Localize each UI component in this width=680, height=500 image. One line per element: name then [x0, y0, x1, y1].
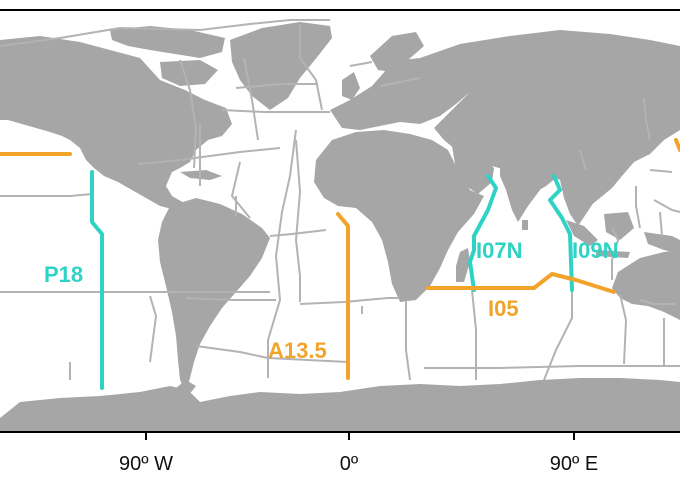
land-indochina	[560, 180, 594, 226]
land-europe	[330, 58, 470, 130]
land-india	[500, 160, 548, 222]
x-tick-label-0: 0º	[340, 453, 359, 475]
grid-line	[405, 300, 411, 381]
land-scandinavia	[370, 32, 424, 72]
grid-line	[635, 186, 641, 229]
land-borneo	[604, 212, 634, 240]
land-japan	[648, 96, 672, 134]
land-madagascar	[456, 248, 470, 282]
grid-line	[235, 83, 318, 89]
grid-line	[611, 227, 619, 280]
grid-line	[243, 57, 259, 141]
x-tick-label-90w: 90º W	[119, 453, 173, 475]
grid-line	[0, 193, 93, 197]
grid-line	[185, 297, 276, 301]
grid-line	[639, 299, 676, 305]
section-label-i05: I05	[488, 296, 519, 321]
grid-line	[619, 293, 627, 365]
grid-line	[379, 77, 421, 87]
grid-line	[424, 365, 680, 369]
section-label-i09n: I09N	[572, 238, 618, 263]
section-label-p18: P18	[44, 262, 83, 287]
land-sumatra	[566, 220, 598, 246]
section-line-p18	[90, 170, 104, 390]
land-british-isles	[342, 72, 360, 100]
grid-line	[349, 61, 373, 67]
land-arctic-islands-2	[160, 60, 218, 86]
grid-line	[579, 149, 587, 171]
grid-line	[179, 59, 197, 169]
grid-line	[649, 169, 673, 173]
section-label-i07n: I07N	[476, 238, 522, 263]
land-south-america	[158, 198, 270, 392]
land-arctic-islands	[110, 26, 225, 58]
land-group	[0, 22, 680, 432]
land-antarctica	[0, 378, 680, 432]
section-line-i09n	[548, 174, 574, 292]
land-greenland	[230, 22, 332, 110]
grid-line	[299, 24, 323, 111]
grid-line	[295, 139, 301, 302]
land-north-america	[0, 36, 232, 210]
survey-grid	[0, 19, 680, 381]
land-arabia	[452, 146, 494, 194]
land-antarctic-peninsula	[176, 380, 196, 396]
grid-line	[659, 211, 663, 237]
grid-line	[137, 147, 281, 165]
grid-line	[471, 289, 477, 380]
grid-line	[231, 161, 251, 219]
grid-line	[269, 229, 327, 237]
grid-line	[0, 23, 251, 47]
section-line-i05	[426, 272, 616, 294]
grid-line	[149, 295, 157, 363]
grid-line	[221, 109, 330, 113]
grid-line	[643, 97, 651, 141]
land-new-guinea	[644, 232, 680, 254]
land-africa	[314, 130, 484, 302]
sections-group	[0, 138, 680, 390]
grid-line	[267, 129, 297, 378]
section-line-japan-orange	[674, 138, 680, 152]
land-australia	[612, 250, 680, 320]
x-axis-ticks	[145, 432, 575, 440]
grid-line	[249, 19, 330, 25]
grid-line	[653, 199, 680, 213]
grid-line	[195, 345, 349, 363]
land-alaska	[0, 48, 30, 78]
grid-line	[543, 292, 573, 381]
land-sri-lanka	[522, 220, 528, 230]
section-line-a13-5	[336, 212, 350, 380]
map-frame	[0, 9, 680, 433]
section-label-a13-5: A13.5	[268, 338, 327, 363]
grid-line	[299, 297, 400, 305]
section-line-i07n	[468, 174, 498, 292]
x-tick-label-90e: 90º E	[550, 453, 598, 475]
